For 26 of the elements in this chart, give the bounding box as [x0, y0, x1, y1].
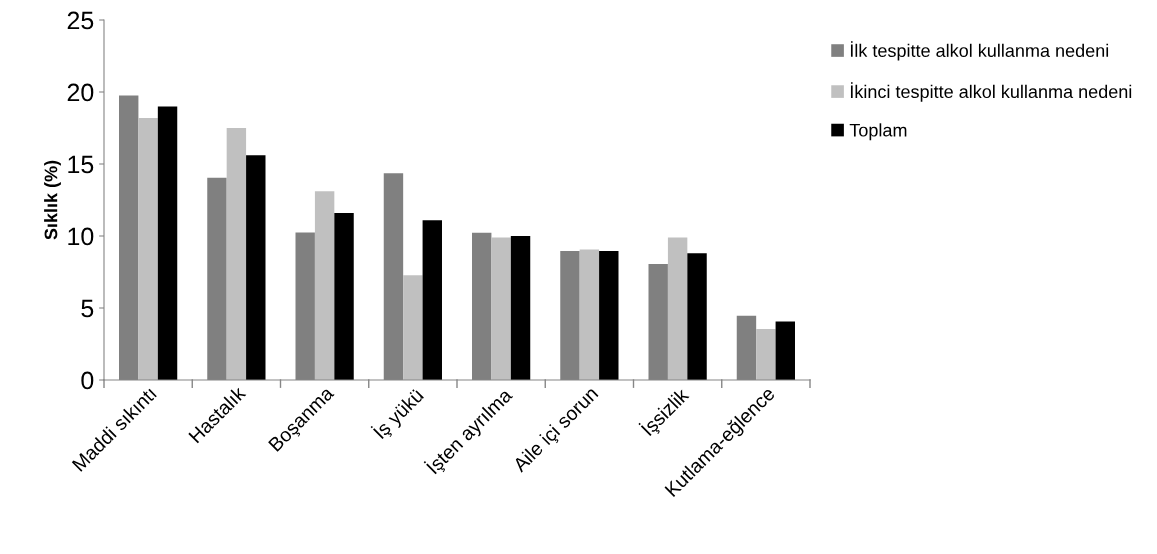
- bar: [246, 155, 266, 380]
- bar: [403, 275, 423, 380]
- bar: [138, 117, 158, 380]
- bar: [667, 237, 688, 380]
- bar: [226, 128, 247, 380]
- bar: [314, 191, 335, 380]
- bar: [775, 321, 795, 380]
- y-tick-label: 25: [67, 11, 94, 30]
- bar: [599, 250, 619, 380]
- legend-label: Toplam: [849, 123, 907, 141]
- bar: [157, 106, 178, 380]
- y-tick-label: 20: [67, 83, 94, 102]
- legend-label: İlk tespitte alkol kullanma nedeni: [850, 41, 1109, 61]
- bar: [491, 237, 511, 380]
- bar: [579, 249, 600, 380]
- bar: [422, 220, 442, 380]
- bar: [334, 212, 354, 380]
- y-axis-title: Sıklık (%): [44, 160, 61, 240]
- legend-label: İkinci tespitte alkol kullanma nedeni: [850, 82, 1132, 102]
- bar: [756, 329, 776, 380]
- y-tick-label: 5: [81, 299, 94, 318]
- y-tick-label: 10: [68, 227, 94, 246]
- y-tick-label: 15: [68, 155, 94, 174]
- bar: [687, 253, 707, 380]
- bar: [510, 236, 531, 380]
- y-tick-label: 0: [81, 371, 94, 390]
